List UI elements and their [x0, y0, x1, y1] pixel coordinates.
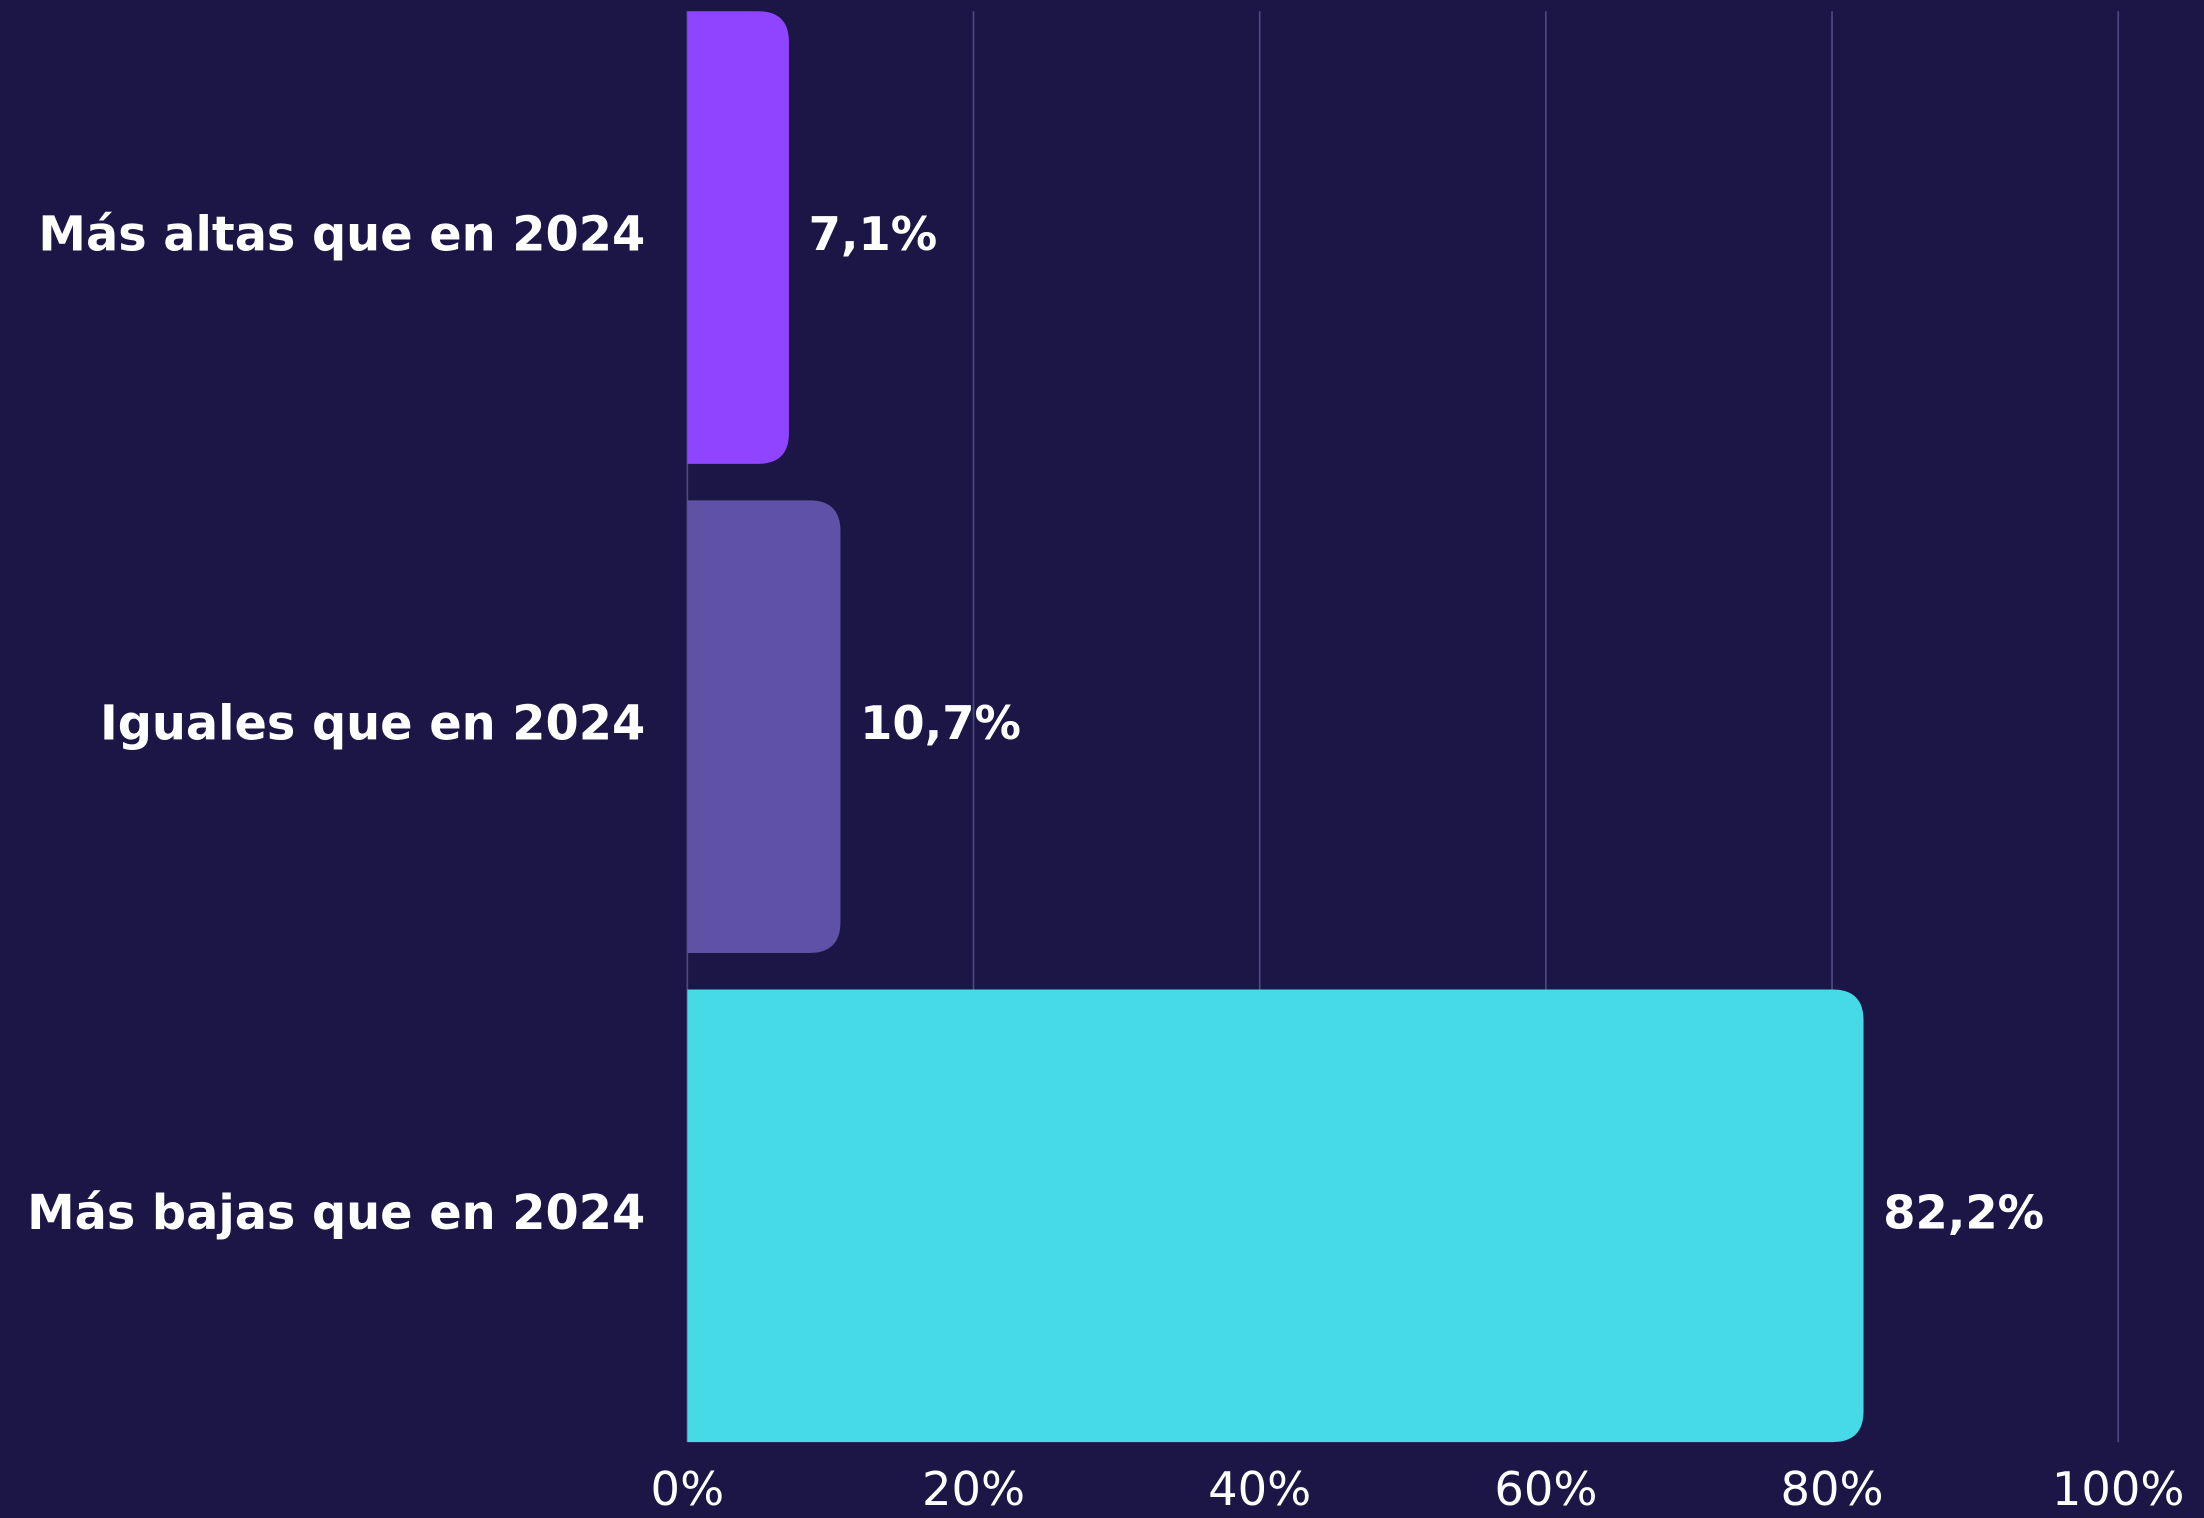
x-tick-label: 20% — [922, 1462, 1025, 1516]
category-label: Más altas que en 2024 — [38, 208, 645, 263]
bar — [687, 500, 841, 953]
value-label: 82,2% — [1883, 1185, 2044, 1239]
category-label: Más bajas que en 2024 — [27, 1186, 645, 1241]
value-label: 10,7% — [860, 696, 1021, 750]
value-label: 7,1% — [809, 207, 938, 261]
category-label: Iguales que en 2024 — [100, 697, 645, 752]
bar — [687, 989, 1864, 1443]
x-tick-label: 100% — [2052, 1462, 2185, 1516]
x-tick-label: 0% — [651, 1462, 725, 1516]
bar — [687, 11, 789, 464]
x-tick-label: 60% — [1494, 1462, 1597, 1516]
x-tick-label: 80% — [1781, 1462, 1884, 1516]
x-tick-label: 40% — [1208, 1462, 1311, 1516]
